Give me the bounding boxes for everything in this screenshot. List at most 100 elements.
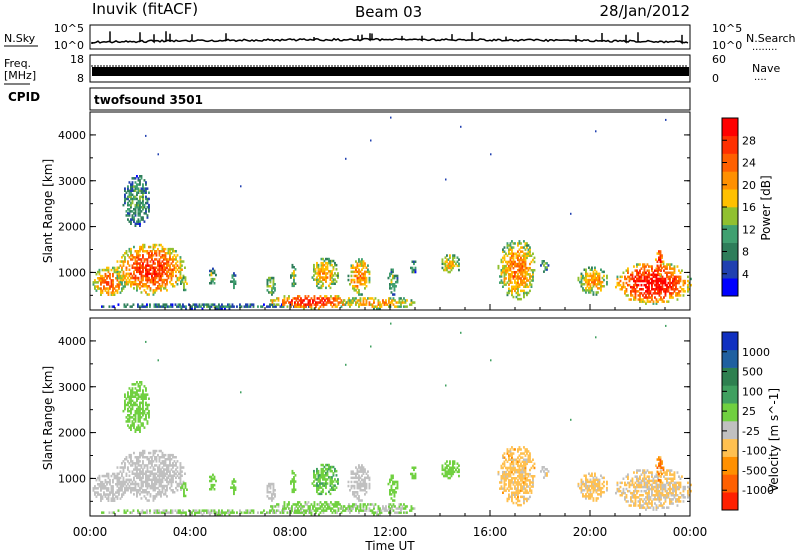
power-cell-16 bbox=[532, 271, 534, 274]
velocity-cell-5 bbox=[209, 479, 211, 483]
velocity-cell-2 bbox=[151, 470, 153, 473]
velocity-cell-19 bbox=[639, 481, 641, 485]
velocity-cell-16 bbox=[517, 448, 519, 451]
velocity-cell-16 bbox=[518, 466, 521, 470]
power-cell-2 bbox=[166, 272, 168, 276]
power-cell-16 bbox=[512, 256, 515, 260]
power-cell-2 bbox=[158, 260, 161, 263]
power-cell-1 bbox=[137, 208, 140, 211]
power-cell-1 bbox=[136, 206, 138, 209]
power-cell-19 bbox=[618, 281, 620, 285]
power-cell-18 bbox=[594, 280, 596, 284]
power-cell-4 bbox=[207, 303, 210, 306]
velocity-cell-12 bbox=[380, 509, 383, 512]
power-cell-19 bbox=[652, 275, 655, 279]
velocity-cell-16 bbox=[517, 493, 519, 496]
velocity-cell-7 bbox=[295, 505, 298, 508]
velocity-cell-2 bbox=[128, 470, 131, 473]
velocity-cell-0 bbox=[103, 474, 105, 478]
power-cell-8 bbox=[269, 280, 272, 284]
power-cell-4 bbox=[131, 305, 133, 308]
power-cell-1 bbox=[128, 220, 131, 223]
power-cell-10 bbox=[328, 261, 330, 265]
velocity-cell-12 bbox=[371, 503, 374, 506]
power-cell-1 bbox=[140, 189, 143, 192]
power-cell-11 bbox=[352, 285, 354, 288]
velocity-cell-19 bbox=[636, 469, 638, 472]
velocity-cell-16 bbox=[509, 483, 512, 486]
power-cell-10 bbox=[335, 274, 338, 277]
velocity-cell-11 bbox=[356, 497, 359, 500]
velocity-cell-16 bbox=[511, 481, 513, 484]
velocity-cell-16 bbox=[506, 499, 509, 503]
velocity-cell-2 bbox=[148, 462, 150, 465]
power-cell-10 bbox=[320, 280, 323, 283]
velocity-cell-11 bbox=[361, 478, 363, 482]
velocity-cell-7 bbox=[342, 509, 344, 512]
power-cell-10 bbox=[313, 270, 315, 273]
power-cell-2 bbox=[134, 276, 137, 280]
power-cell-18 bbox=[589, 268, 592, 271]
velocity-cell-0 bbox=[97, 476, 99, 480]
velocity-cell-2 bbox=[179, 462, 182, 465]
power-cell-2 bbox=[133, 272, 135, 276]
power-cell-19 bbox=[661, 285, 664, 289]
power-cell-18 bbox=[591, 278, 593, 282]
velocity-cell-16 bbox=[518, 470, 521, 474]
velocity-cell-12 bbox=[404, 507, 407, 510]
power-cell-1 bbox=[130, 210, 132, 213]
velocity-cell-0 bbox=[112, 478, 114, 482]
power-cell-4 bbox=[162, 303, 165, 306]
power-cell-1 bbox=[124, 195, 126, 199]
power-cell-19 bbox=[639, 294, 641, 297]
velocity-cell-1 bbox=[134, 416, 137, 419]
velocity-cell-4 bbox=[153, 511, 156, 514]
power-cell-2 bbox=[160, 250, 162, 253]
power-cell-19 bbox=[687, 283, 689, 287]
power-cell-2 bbox=[170, 258, 173, 261]
colorbar-tick-label: 12 bbox=[742, 223, 756, 236]
velocity-cell-6 bbox=[234, 480, 237, 483]
velocity-cell-9 bbox=[291, 469, 294, 473]
power-cell-2 bbox=[128, 264, 131, 267]
power-cell-16 bbox=[530, 260, 533, 264]
power-cell-19 bbox=[619, 279, 622, 283]
power-cell-2 bbox=[160, 272, 162, 276]
power-cell-10 bbox=[313, 266, 315, 269]
velocity-cell-2 bbox=[157, 491, 159, 494]
power-cell-2 bbox=[151, 280, 153, 284]
power-cell-16 bbox=[526, 246, 528, 249]
power-cell-19 bbox=[661, 298, 664, 301]
power-cell-19 bbox=[654, 283, 656, 287]
velocity-cell-1 bbox=[137, 397, 140, 400]
velocity-cell-19 bbox=[630, 491, 632, 495]
power-cell-15 bbox=[444, 264, 447, 268]
velocity-cell-2 bbox=[179, 474, 182, 477]
power-cell-11 bbox=[361, 276, 363, 280]
power-cell-19 bbox=[657, 273, 659, 277]
power-cell-4 bbox=[194, 303, 196, 306]
power-cell-10 bbox=[320, 270, 323, 273]
power-cell-16 bbox=[520, 250, 522, 253]
velocity-cell-2 bbox=[152, 472, 155, 475]
velocity-cell-18 bbox=[588, 486, 590, 490]
velocity-cell-10 bbox=[313, 469, 315, 473]
power-cell-10 bbox=[323, 259, 326, 263]
velocity-cell-8 bbox=[268, 491, 270, 494]
velocity-cell-18 bbox=[592, 491, 595, 494]
velocity-cell-7 bbox=[310, 503, 313, 506]
power-cell-0 bbox=[97, 270, 99, 274]
velocity-cell-11 bbox=[359, 489, 362, 492]
velocity-cell-1 bbox=[139, 416, 141, 419]
power-cell-19 bbox=[663, 279, 665, 283]
velocity-cell-2 bbox=[166, 478, 168, 482]
power-cell-11 bbox=[364, 270, 366, 274]
velocity-cell-16 bbox=[530, 489, 533, 492]
velocity-cell-13 bbox=[396, 482, 399, 486]
velocity-cell-16 bbox=[515, 462, 518, 466]
velocity-cell-0 bbox=[107, 495, 110, 498]
power-cell-4 bbox=[167, 305, 169, 308]
velocity-cell-4 bbox=[243, 511, 246, 514]
velocity-cell-16 bbox=[518, 448, 521, 451]
